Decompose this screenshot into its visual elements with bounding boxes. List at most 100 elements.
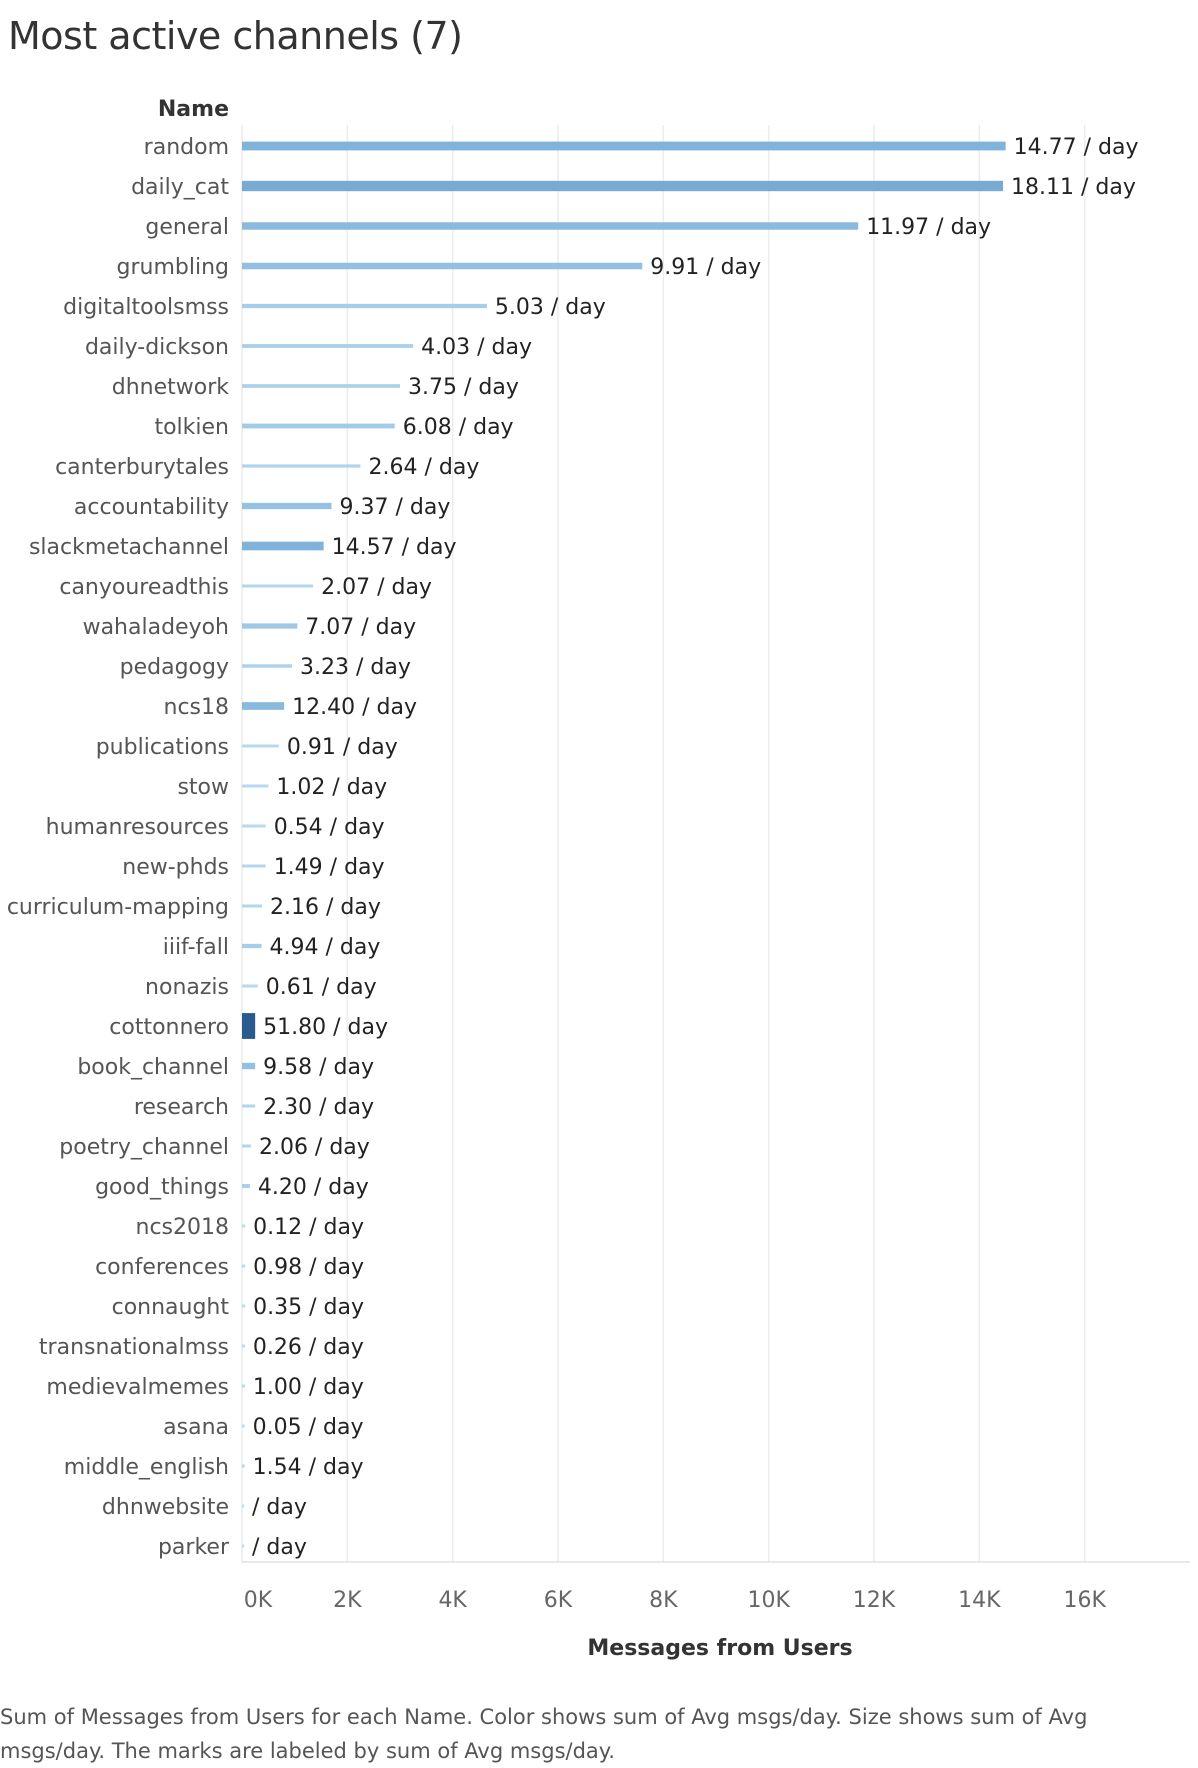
bar (242, 1424, 245, 1428)
data-label: 7.07 / day (305, 615, 416, 640)
x-tick-label: 14K (958, 1588, 1001, 1613)
data-label: 1.49 / day (274, 855, 385, 880)
chart-row: slackmetachannel 14.57 / day (29, 535, 457, 560)
x-tick-label: 12K (853, 1588, 896, 1613)
category-label: humanresources (46, 815, 229, 840)
chart-row: dhnwebsite / day (102, 1495, 307, 1520)
x-tick-label: 10K (747, 1588, 790, 1613)
category-label: new-phds (122, 855, 229, 880)
chart-row: ncs18 12.40 / day (164, 695, 417, 720)
category-label: tolkien (154, 415, 229, 440)
data-label: 11.97 / day (866, 215, 991, 240)
bar (242, 423, 395, 429)
data-label: 6.08 / day (403, 415, 514, 440)
chart-caption: Sum of Messages from Users for each Name… (0, 1705, 1088, 1763)
chart-row: asana 0.05 / day (163, 1415, 363, 1440)
category-label: curriculum-mapping (7, 895, 229, 920)
chart-row: new-phds 1.49 / day (122, 855, 384, 880)
category-label: publications (96, 735, 229, 760)
x-tick-label: 0K (244, 1588, 273, 1613)
x-tick-label: 16K (1063, 1588, 1106, 1613)
data-label: 2.64 / day (369, 455, 480, 480)
bar (242, 943, 262, 949)
chart-row: ncs2018 0.12 / day (136, 1215, 365, 1240)
data-label: 9.91 / day (650, 255, 761, 280)
category-label: connaught (112, 1295, 230, 1320)
category-label: ncs18 (164, 695, 230, 720)
data-label: 2.16 / day (270, 895, 381, 920)
chart-row: medievalmemes 1.00 / day (46, 1375, 363, 1400)
data-label: 2.07 / day (321, 575, 432, 600)
category-label: slackmetachannel (29, 535, 229, 560)
data-label: 4.03 / day (421, 335, 532, 360)
chart-row: research 2.30 / day (134, 1095, 374, 1120)
bar (242, 262, 643, 270)
gridlines (241, 125, 1190, 1563)
chart-row: curriculum-mapping 2.16 / day (7, 895, 381, 920)
category-label: medievalmemes (46, 1375, 229, 1400)
data-label: 1.54 / day (253, 1455, 364, 1480)
chart-row: canterburytales 2.64 / day (55, 455, 479, 480)
bar (242, 584, 314, 588)
x-tick-label: 8K (649, 1588, 678, 1613)
category-label: book_channel (77, 1055, 229, 1080)
bar (242, 984, 258, 988)
bar (242, 702, 285, 710)
category-label: cottonnero (109, 1015, 229, 1040)
data-label: 12.40 / day (292, 695, 417, 720)
bar (242, 1464, 245, 1468)
data-label: 0.26 / day (253, 1335, 364, 1360)
category-label: iiif-fall (163, 935, 229, 960)
category-label: pedagogy (120, 655, 229, 680)
chart-row: tolkien 6.08 / day (154, 415, 513, 440)
bar (242, 623, 298, 629)
bar (242, 784, 269, 788)
row-header-label: Name (158, 97, 229, 122)
data-label: 2.30 / day (263, 1095, 374, 1120)
chart-row: nonazis 0.61 / day (145, 975, 377, 1000)
data-label: 14.77 / day (1014, 135, 1139, 160)
category-label: good_things (95, 1175, 229, 1200)
bar (242, 222, 859, 230)
chart-row: middle_english 1.54 / day (64, 1455, 364, 1480)
chart-rows: random 14.77 / day daily_cat 18.11 / day gen… (7, 135, 1139, 1560)
data-label: / day (252, 1535, 307, 1560)
category-label: transnationalmss (39, 1335, 229, 1360)
x-axis-ticks: 0K 2K 4K 6K 8K 10K 12K 14K 16K (244, 1588, 1107, 1613)
chart-row: publications 0.91 / day (96, 735, 398, 760)
category-label: random (144, 135, 229, 160)
x-tick-label: 2K (333, 1588, 362, 1613)
bar (242, 1104, 256, 1108)
bar-chart: Name random 14.77 / day daily_cat 18.11 / d… (7, 97, 1190, 1661)
data-label: 4.20 / day (258, 1175, 369, 1200)
category-label: general (145, 215, 229, 240)
bar (242, 541, 324, 551)
bar (242, 824, 266, 828)
data-label: 9.37 / day (340, 495, 451, 520)
chart-row: iiif-fall 4.94 / day (163, 935, 381, 960)
category-label: research (134, 1095, 229, 1120)
category-label: stow (177, 775, 229, 800)
data-label: 2.06 / day (259, 1135, 370, 1160)
bar (242, 141, 1006, 151)
chart-row: grumbling 9.91 / day (117, 255, 762, 280)
data-label: 1.00 / day (253, 1375, 364, 1400)
chart-row: canyoureadthis 2.07 / day (59, 575, 432, 600)
chart-row: parker / day (158, 1535, 307, 1560)
chart-row: wahaladeyoh 7.07 / day (83, 615, 417, 640)
data-label: 14.57 / day (332, 535, 457, 560)
data-label: 0.12 / day (253, 1215, 364, 1240)
data-label: 5.03 / day (495, 295, 606, 320)
data-label: 18.11 / day (1011, 175, 1136, 200)
category-label: conferences (95, 1255, 229, 1280)
bar (242, 1184, 250, 1188)
bar (242, 1224, 246, 1228)
data-label: 51.80 / day (263, 1015, 388, 1040)
bar (242, 1384, 245, 1388)
chart-row: general 11.97 / day (145, 215, 991, 240)
bar (242, 744, 279, 748)
category-label: digitaltoolsmss (63, 295, 229, 320)
data-label: 0.98 / day (253, 1255, 364, 1280)
data-label: / day (252, 1495, 307, 1520)
category-label: ncs2018 (136, 1215, 230, 1240)
